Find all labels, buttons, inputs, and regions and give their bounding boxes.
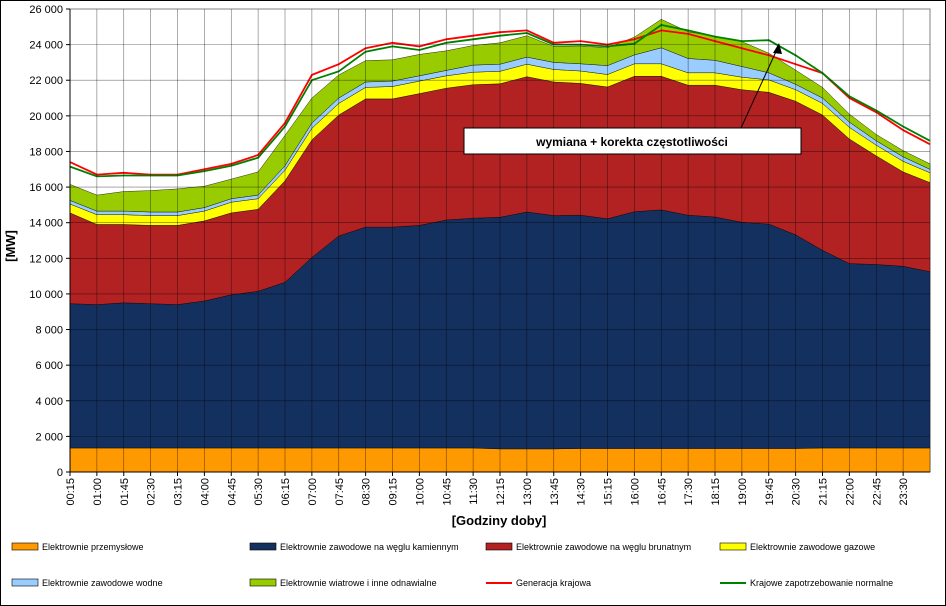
y-tick-label: 2 000: [35, 431, 63, 443]
x-tick-label: 20:30: [791, 478, 803, 506]
x-tick-label: 07:00: [307, 478, 319, 506]
x-tick-label: 22:00: [844, 478, 856, 506]
x-tick-label: 23:30: [898, 478, 910, 506]
legend-swatch: [11, 542, 39, 551]
legend-swatch: [249, 542, 277, 551]
legend-label: Elektrownie wiatrowe i inne odnawialne: [280, 578, 437, 588]
y-tick-label: 10 000: [29, 289, 63, 301]
legend-swatch: [249, 578, 277, 587]
y-tick-label: 16 000: [29, 182, 63, 194]
x-tick-label: 16:45: [656, 478, 668, 506]
x-tick-label: 16:00: [629, 478, 641, 506]
x-tick-label: 02:30: [146, 478, 158, 506]
x-tick-label: 11:30: [468, 478, 480, 505]
y-tick-label: 0: [57, 467, 63, 479]
x-tick-label: 04:00: [199, 478, 211, 506]
legend-swatch: [11, 578, 39, 587]
y-tick-label: 8 000: [35, 325, 63, 337]
y-axis-title: [MW]: [3, 230, 18, 262]
legend-label: Elektrownie zawodowe gazowe: [750, 542, 875, 552]
x-tick-label: 09:15: [388, 478, 400, 506]
x-tick-label: 15:15: [603, 478, 615, 506]
x-tick-label: 10:45: [441, 478, 453, 506]
x-tick-label: 12:15: [495, 478, 507, 506]
x-tick-label: 03:15: [173, 478, 185, 506]
y-tick-label: 18 000: [29, 146, 63, 158]
legend-label: Elektrownie zawodowe na węglu brunatnym: [516, 542, 691, 552]
legend-label: Generacja krajowa: [516, 578, 591, 588]
x-axis-title: [Godziny doby]: [452, 513, 547, 528]
x-tick-label: 01:00: [92, 478, 104, 506]
x-tick-label: 22:45: [871, 478, 883, 506]
legend-swatch: [719, 542, 747, 551]
x-tick-label: 07:45: [334, 478, 346, 506]
x-tick-label: 00:15: [65, 478, 77, 506]
x-tick-label: 19:00: [737, 478, 749, 506]
legend-label: Elektrownie zawodowe wodne: [42, 578, 163, 588]
annotation-arrowhead: [773, 43, 782, 54]
y-tick-label: 22 000: [29, 75, 63, 87]
annotation-box: [463, 127, 802, 155]
x-tick-label: 17:30: [683, 478, 695, 506]
legend-label: Krajowe zapotrzebowanie normalne: [750, 578, 893, 588]
x-tick-label: 21:15: [818, 478, 830, 506]
x-tick-label: 04:45: [226, 478, 238, 506]
y-tick-label: 4 000: [35, 396, 63, 408]
x-tick-label: 13:45: [549, 478, 561, 506]
y-tick-label: 12 000: [29, 253, 63, 265]
x-tick-label: 10:00: [414, 478, 426, 506]
x-tick-label: 05:30: [253, 478, 265, 506]
legend-swatch: [485, 542, 513, 551]
x-tick-label: 01:45: [119, 478, 131, 506]
x-tick-label: 18:15: [710, 478, 722, 506]
x-tick-label: 14:30: [576, 478, 588, 506]
y-tick-label: 6 000: [35, 360, 63, 372]
x-tick-label: 19:45: [764, 478, 776, 506]
y-tick-label: 14 000: [29, 218, 63, 230]
x-tick-label: 06:15: [280, 478, 292, 506]
annotation-arrow-line: [740, 44, 780, 129]
legend-label: Elektrownie przemysłowe: [42, 542, 144, 552]
legend-label: Elektrownie zawodowe na węglu kamiennym: [280, 542, 459, 552]
y-tick-label: 26 000: [29, 4, 63, 16]
y-tick-label: 24 000: [29, 40, 63, 52]
x-tick-label: 08:30: [361, 478, 373, 506]
x-tick-label: 13:00: [522, 478, 534, 506]
annotation-text: wymiana + korekta częstotliwości: [535, 135, 728, 149]
y-tick-label: 20 000: [29, 111, 63, 123]
